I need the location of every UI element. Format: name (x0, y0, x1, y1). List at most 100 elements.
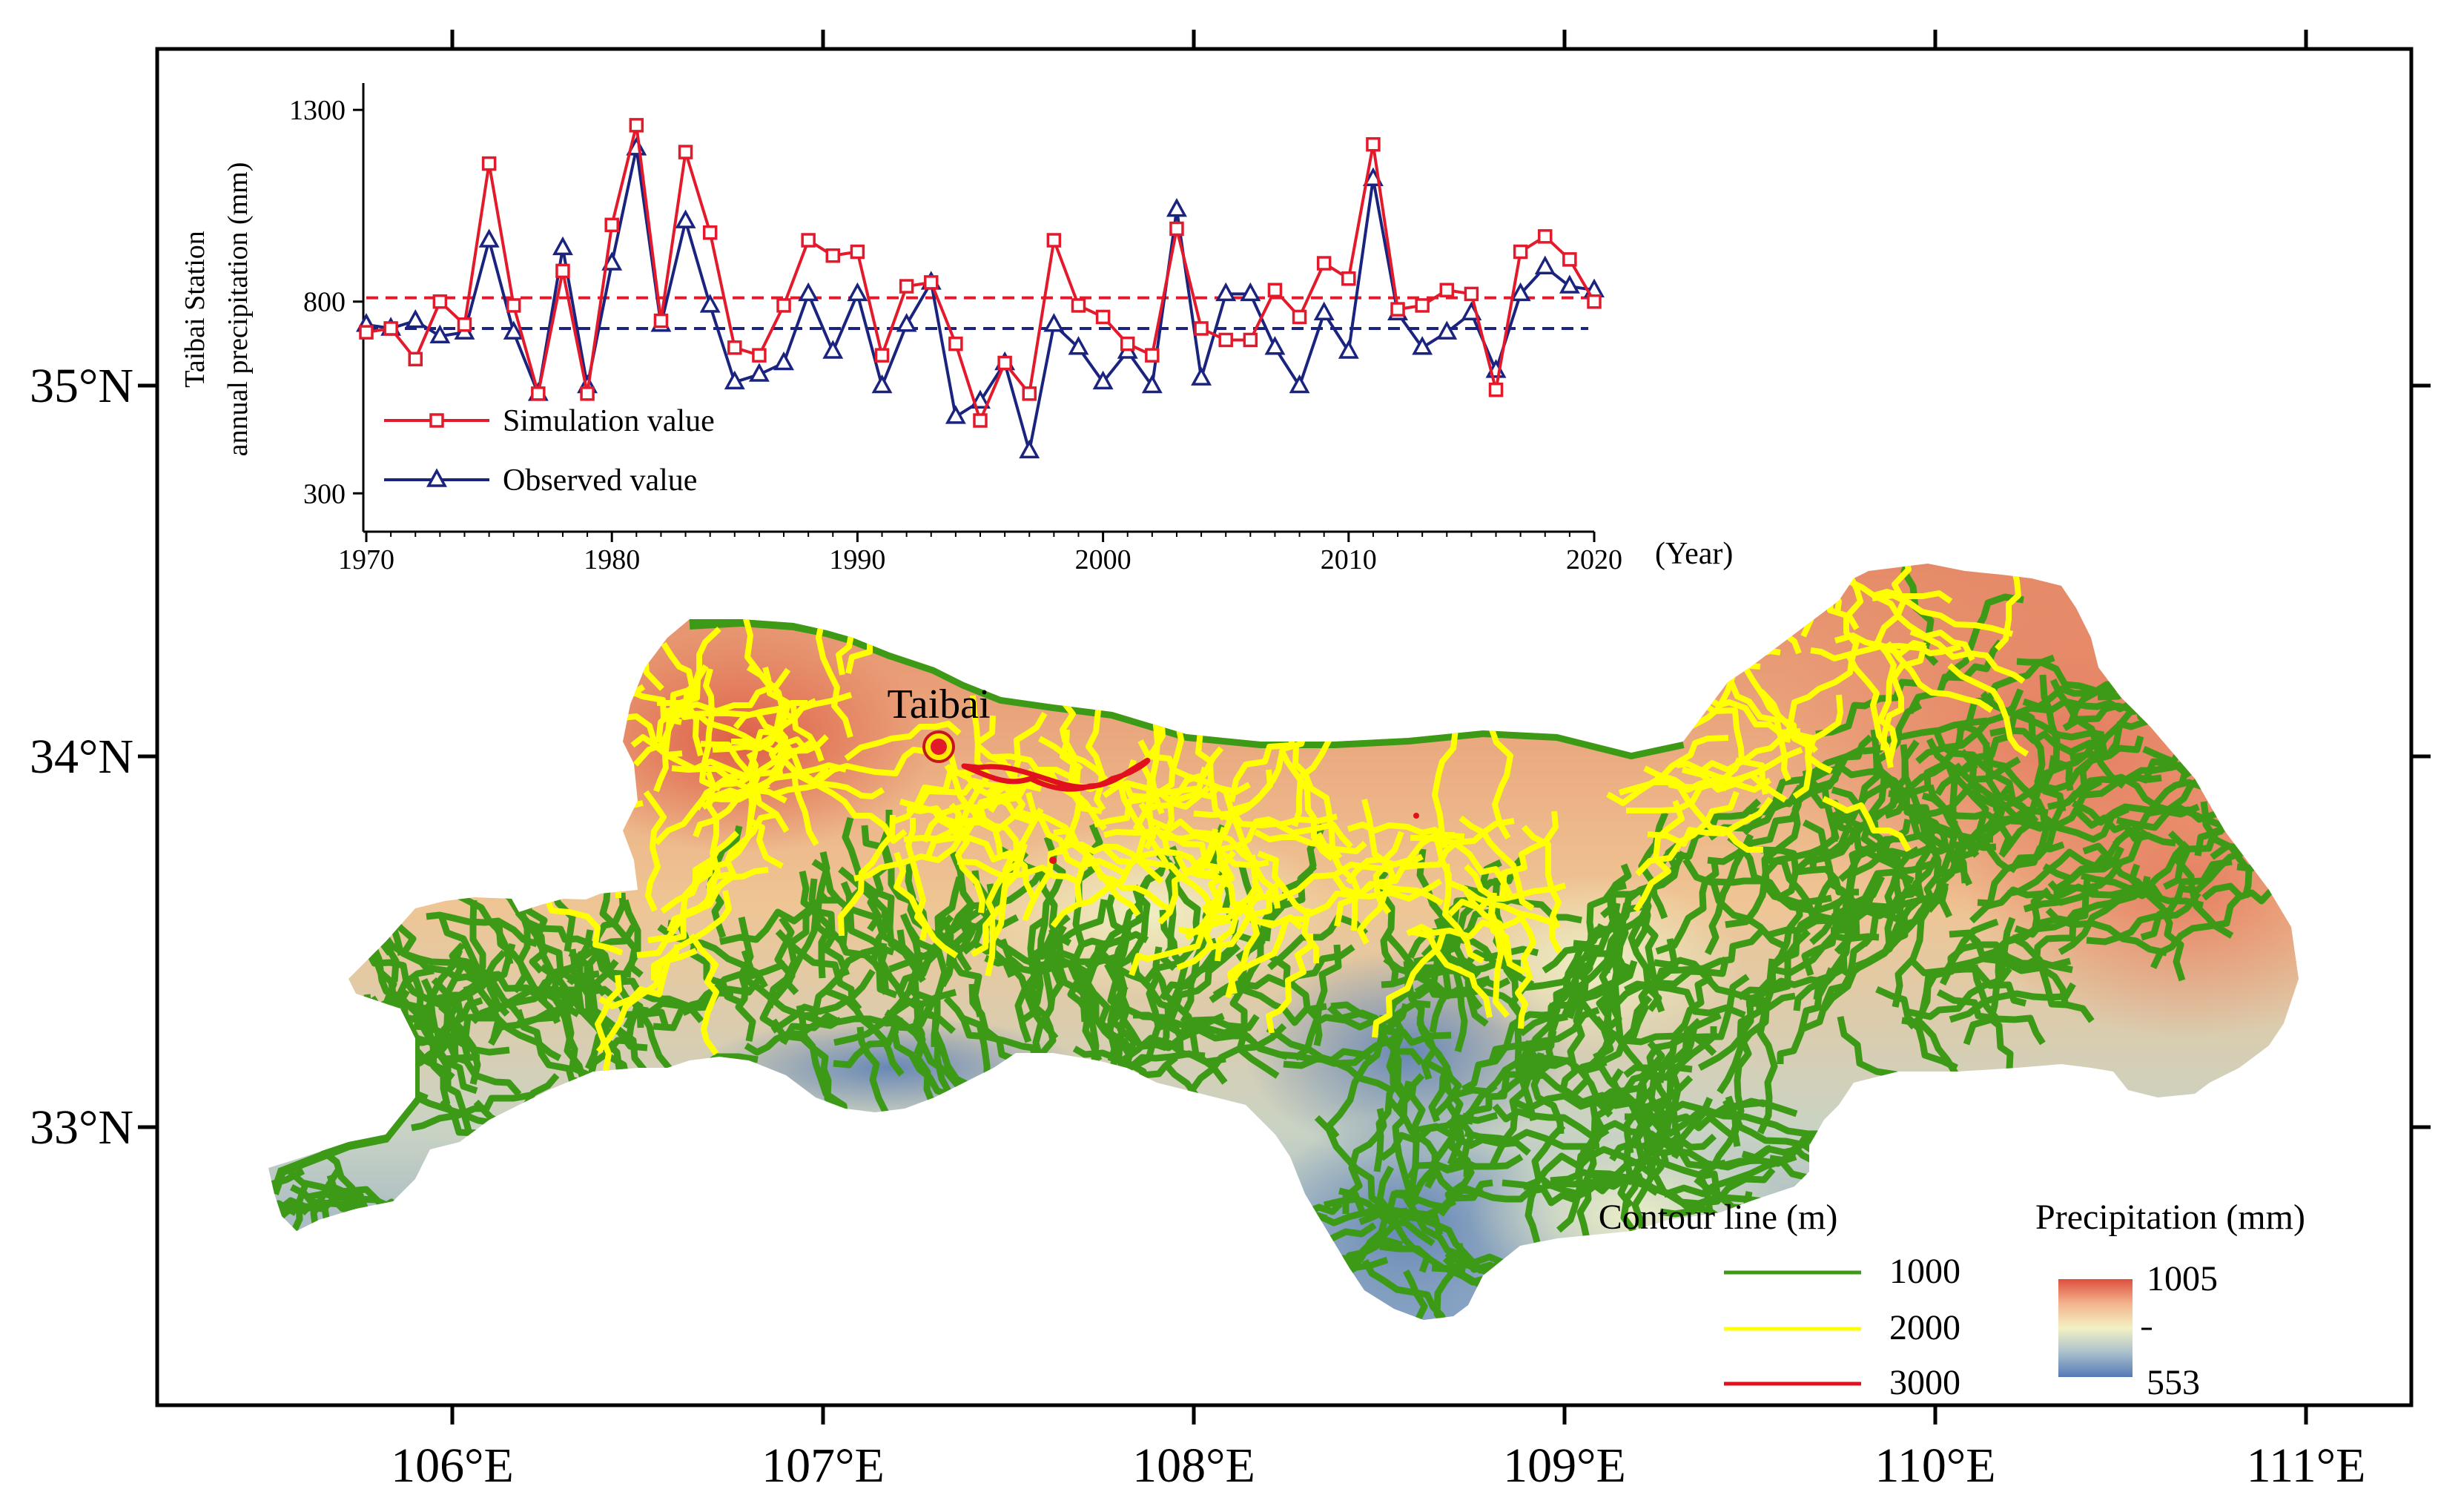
contour-segment (1526, 966, 1591, 1070)
contour-segment (977, 805, 1037, 901)
chart-ylabel-line2: annual precipitation (mm) (222, 162, 254, 457)
contour-segment (1763, 849, 1846, 925)
chart-y-tick-label: 300 (303, 478, 346, 509)
data-point (1120, 336, 1135, 351)
contour-segment (469, 899, 502, 1040)
data-point (948, 336, 963, 351)
data-point (1289, 374, 1310, 394)
contour-segment (643, 790, 667, 912)
contour-segment (2086, 891, 2201, 945)
contour-segment (2009, 934, 2095, 1023)
contour-segment (699, 667, 721, 792)
contour-segment (1512, 938, 1620, 1001)
data-point (432, 294, 448, 309)
data-point (1366, 136, 1381, 152)
contour-segment (1138, 858, 1243, 917)
contour-segment (1400, 818, 1515, 871)
contour-segment (2049, 679, 2126, 789)
contour-segment (2010, 805, 2130, 843)
data-point (1341, 271, 1356, 286)
contour-segment (1992, 732, 2101, 812)
contour-segment (1242, 862, 1394, 905)
contour-segment (937, 911, 984, 1018)
data-point (552, 236, 573, 256)
contour-segment (268, 1163, 305, 1189)
contour-segment (689, 615, 1685, 760)
contour-segment (1405, 963, 1527, 1021)
contour-segment (1407, 1154, 1524, 1181)
contour-segment (268, 1200, 310, 1252)
station-marker-dot-icon (931, 739, 947, 755)
contour-segment (1373, 1043, 1402, 1172)
contour-segment (1254, 829, 1367, 854)
contour-segment (1218, 813, 1338, 853)
contour-segment (1403, 1269, 1454, 1320)
data-point (359, 325, 374, 340)
contour-segment (1745, 902, 1803, 1008)
contour-segment (320, 1015, 429, 1102)
contour-segment (896, 929, 957, 1034)
longitude-label: 111°E (2247, 1439, 2366, 1493)
contour-segment (2128, 863, 2186, 982)
contour-segment (853, 818, 976, 882)
contour-segment (1822, 796, 1912, 852)
contour-segment (366, 950, 458, 1008)
contour-segment (1387, 1097, 1456, 1195)
contour-segment (1266, 934, 1313, 1034)
contour-segment (1880, 644, 1927, 751)
map-frame (155, 47, 2414, 1407)
contour-segment (1731, 663, 1819, 753)
legend-label-2000: 2000 (1889, 1308, 1960, 1347)
taibai-station: Taibai (887, 681, 991, 763)
contour-segment (1221, 813, 1353, 849)
contour-segment (2150, 891, 2244, 969)
series-line (366, 123, 1596, 422)
data-point (555, 263, 570, 279)
contour-segment (671, 765, 787, 804)
contour-segment (2041, 735, 2144, 793)
contour-segment (1214, 1209, 1328, 1275)
contour-segment (1921, 792, 2030, 824)
contour-segment (1292, 747, 1343, 860)
data-point (678, 145, 693, 159)
chart-series (356, 118, 1605, 459)
contour-segment (330, 988, 410, 1076)
data-point (653, 313, 669, 329)
contour-segment (1644, 1144, 1774, 1171)
contour-segment (1700, 700, 1768, 795)
contour-segment (1390, 1209, 1500, 1274)
data-point (874, 348, 890, 363)
contour-segment (2178, 716, 2286, 784)
contour-segment (1330, 1001, 1424, 1066)
contour-segment (1741, 764, 1844, 836)
chart-legend-label: Simulation value (503, 404, 715, 438)
data-point (429, 413, 444, 428)
contour-segment (529, 674, 646, 702)
contour-segment (753, 709, 848, 776)
contour-segment (1025, 791, 1090, 907)
contour-segment (525, 776, 644, 811)
data-point (1046, 233, 1062, 248)
data-point (1043, 313, 1065, 332)
contour-segment (770, 968, 876, 1034)
chart-x-tick-label: 1970 (338, 544, 394, 575)
data-point (924, 275, 939, 290)
contour-segment (1831, 811, 1923, 898)
contour-segment (449, 955, 561, 1025)
longitude-label: 107°E (762, 1439, 885, 1493)
data-point (945, 405, 966, 424)
contour-segment (1499, 811, 1559, 902)
contour-segment (1830, 859, 1935, 934)
data-point (405, 308, 426, 329)
precip-max-label: 1005 (2147, 1259, 2218, 1298)
data-point (408, 351, 423, 367)
data-point (899, 279, 914, 294)
frame-ticks (138, 30, 2431, 1424)
contour-segment (653, 977, 762, 1031)
contour-segment (440, 942, 472, 1060)
contour-segment (746, 752, 784, 869)
contour-segment (776, 727, 819, 846)
contour-segment (2169, 673, 2291, 743)
contour-segment (1668, 782, 1763, 853)
data-point (481, 156, 497, 171)
